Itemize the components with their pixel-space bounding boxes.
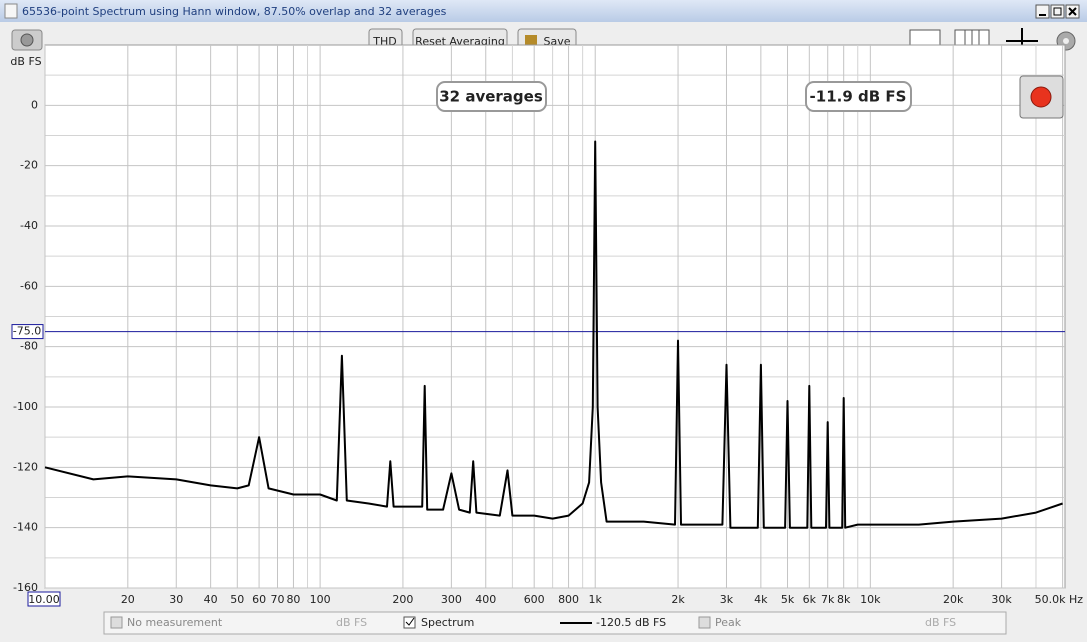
y-tick-label: -20 [20,159,38,172]
x-tick-label: 10.00 [28,593,60,606]
x-tick-label: 10k [860,593,881,606]
x-tick-label: 8k [837,593,851,606]
legend-label: Peak [715,616,742,629]
x-tick-label: 400 [475,593,496,606]
x-tick-label: 7k [821,593,835,606]
x-tick-label: 70 [270,593,284,606]
window-title: 65536-point Spectrum using Hann window, … [22,5,447,18]
legend-label: Spectrum [421,616,474,629]
app-icon [4,3,18,19]
legend-reading: dB FS [336,616,367,629]
y-tick-label: -80 [20,340,38,353]
camera-button[interactable] [11,29,43,51]
x-tick-label: 50.0k Hz [1035,593,1084,606]
x-start-box [27,591,61,607]
cursor-label-box [11,324,44,340]
legend-reading: dB FS [925,616,956,629]
record-button[interactable] [1019,75,1064,119]
cursor-label: -75.0 [13,325,41,338]
x-tick-label: 1k [589,593,603,606]
y-tick-label: -60 [20,279,38,292]
title-bar [0,0,1087,22]
legend-label: No measurement [127,616,223,629]
x-tick-label: 600 [524,593,545,606]
checkbox[interactable] [403,616,416,629]
x-tick-label: 300 [441,593,462,606]
x-tick-label: 30 [169,593,183,606]
x-tick-label: 3k [720,593,734,606]
checkbox[interactable] [698,616,711,629]
x-tick-label: 200 [392,593,413,606]
x-tick-label: 40 [204,593,218,606]
x-tick-label: 60 [252,593,266,606]
x-tick-label: 2k [671,593,685,606]
y-axis-unit: dB FS [10,55,41,68]
x-tick-label: 800 [558,593,579,606]
x-tick-label: 80 [286,593,300,606]
x-tick-label: 5k [781,593,795,606]
x-tick-label: 20 [121,593,135,606]
x-tick-label: 30k [991,593,1012,606]
y-tick-label: -140 [13,521,38,534]
y-tick-label: 0 [31,98,38,111]
y-tick-label: -40 [20,219,38,232]
x-tick-label: 4k [754,593,768,606]
window-controls[interactable] [1035,4,1080,19]
legend-reading: -120.5 dB FS [596,616,666,629]
legend-bar [103,611,1007,635]
y-tick-label: -120 [13,460,38,473]
y-tick-label: -100 [13,400,38,413]
averages-box: 32 averages [436,81,547,112]
y-tick-label: -160 [13,581,38,594]
x-tick-label: 100 [310,593,331,606]
checkbox[interactable] [110,616,123,629]
x-tick-label: 6k [803,593,817,606]
overlay-text: -11.9 dB FS [810,88,907,106]
level-box: -11.9 dB FS [805,81,912,112]
x-tick-label: 50 [230,593,244,606]
spectrum-line [44,140,1063,529]
x-tick-label: 20k [943,593,964,606]
overlay-text: 32 averages [439,88,543,106]
check [405,617,415,626]
